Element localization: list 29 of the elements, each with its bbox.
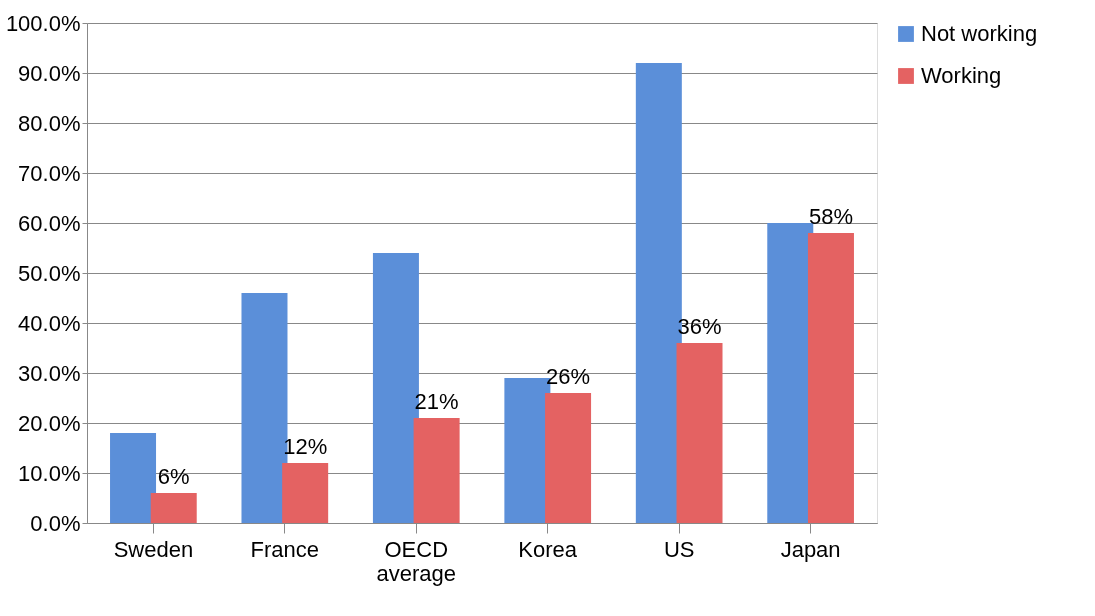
bar bbox=[676, 343, 723, 523]
x-tick-label: OECD average bbox=[376, 536, 457, 586]
y-tick-label: 0.0% bbox=[30, 510, 81, 536]
y-tick-label: 100.0% bbox=[5, 10, 81, 36]
data-label: 58% bbox=[808, 204, 853, 229]
x-tick-label: France bbox=[250, 536, 320, 562]
legend-label: Working bbox=[921, 63, 1002, 88]
bar bbox=[807, 233, 854, 523]
y-tick-label: 20.0% bbox=[18, 410, 81, 436]
bar bbox=[545, 393, 592, 523]
y-tick-label: 10.0% bbox=[18, 460, 81, 486]
y-tick-label: 90.0% bbox=[18, 60, 81, 86]
bar bbox=[413, 418, 460, 523]
data-label: 26% bbox=[546, 364, 591, 389]
data-label: 6% bbox=[157, 464, 190, 489]
y-tick-label: 70.0% bbox=[18, 160, 81, 186]
bar bbox=[150, 493, 197, 523]
x-tick-label: Sweden bbox=[113, 536, 194, 562]
y-tick-label: 40.0% bbox=[18, 310, 81, 336]
x-tick-label: US bbox=[663, 536, 695, 562]
y-tick-label: 80.0% bbox=[18, 110, 81, 136]
x-tick-label: Japan bbox=[780, 536, 841, 562]
y-tick-label: 50.0% bbox=[18, 260, 81, 286]
y-tick-label: 60.0% bbox=[18, 210, 81, 236]
x-tick-label: Korea bbox=[518, 536, 578, 562]
legend-label: Not working bbox=[921, 21, 1038, 46]
bar bbox=[282, 463, 329, 523]
y-tick-label: 30.0% bbox=[18, 360, 81, 386]
bar bbox=[110, 433, 157, 523]
